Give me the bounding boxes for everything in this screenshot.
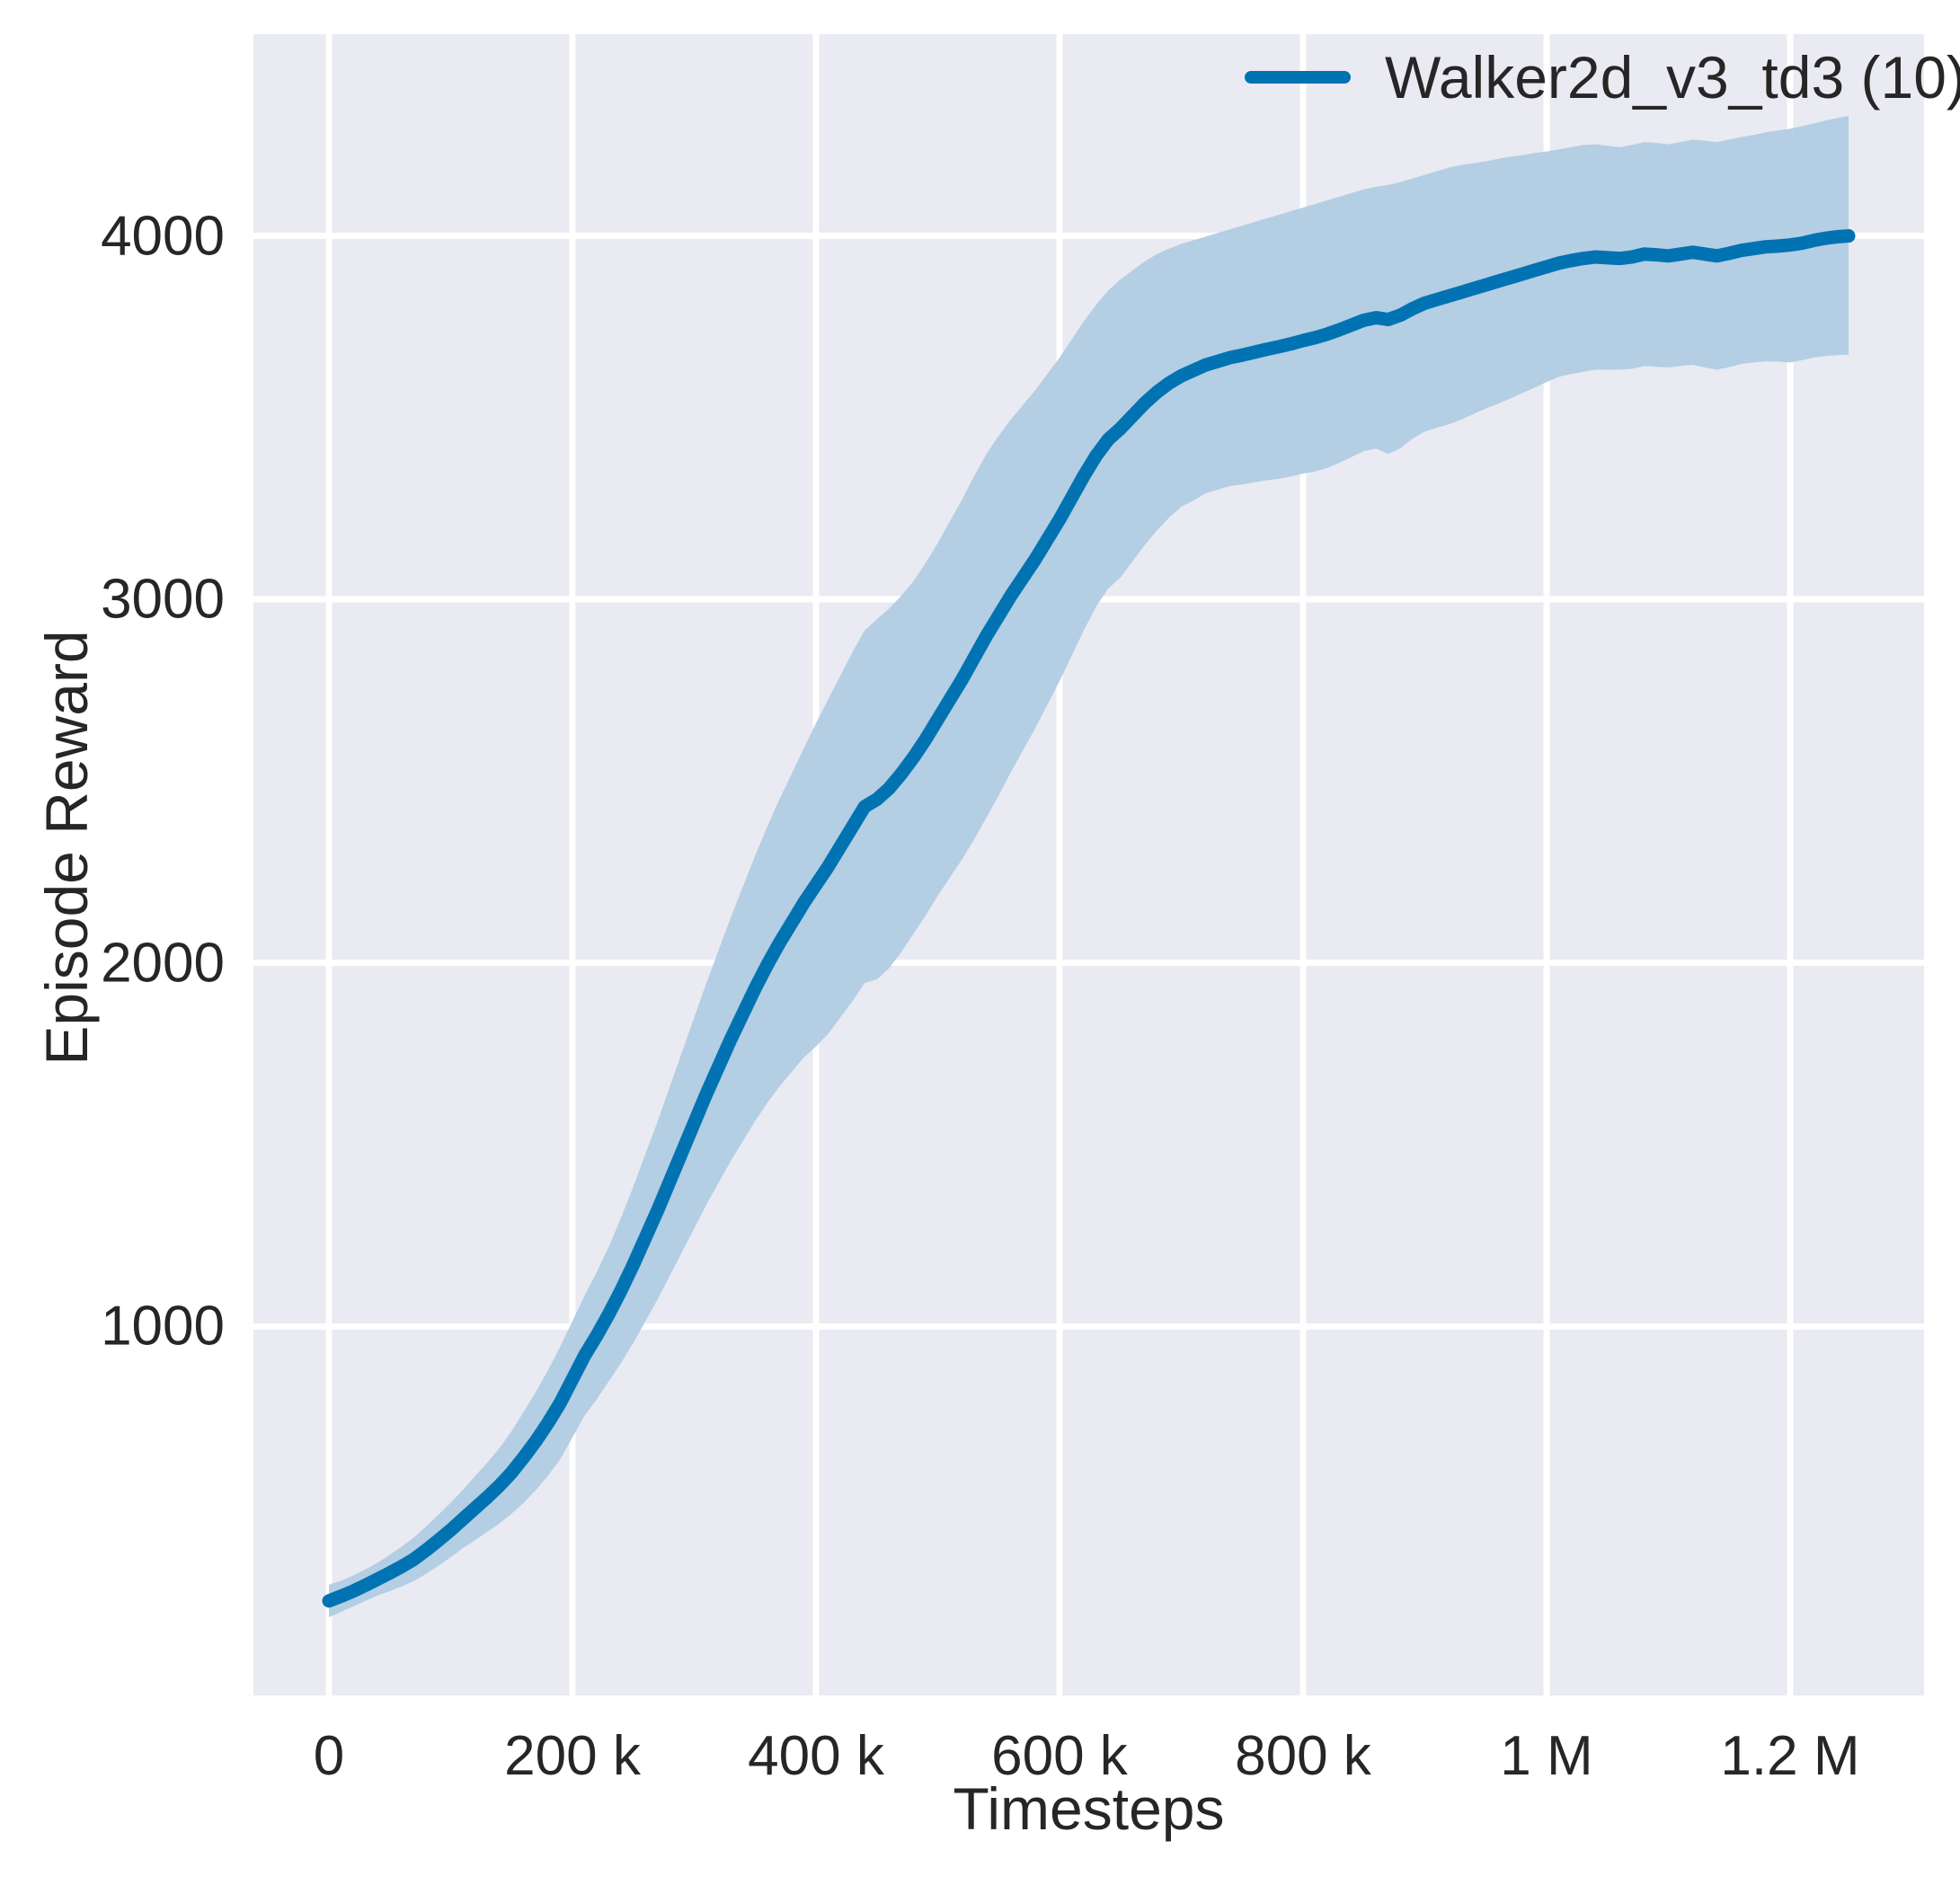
x-tick-4: 800 k	[1235, 1725, 1371, 1787]
y-tick-1000: 1000	[101, 1295, 225, 1358]
chart-legend: Walker2d_v3_td3 (10)	[1245, 43, 1960, 111]
x-tick-3: 600 k	[991, 1725, 1128, 1787]
legend-line-swatch	[1245, 71, 1351, 84]
legend-label: Walker2d_v3_td3 (10)	[1385, 44, 1960, 111]
x-tick-6: 1.2 M	[1720, 1725, 1860, 1787]
mean-line	[322, 229, 1856, 1608]
x-tick-0: 0	[313, 1725, 345, 1787]
x-tick-1: 200 k	[504, 1725, 641, 1787]
y-tick-4000: 4000	[101, 205, 225, 268]
y-tick-2000: 2000	[101, 932, 225, 995]
confidence-band	[329, 116, 1849, 1618]
x-tick-5: 1 M	[1500, 1725, 1593, 1787]
x-axis-label: Timesteps	[953, 1775, 1225, 1842]
y-axis-label: Episode Reward	[33, 630, 100, 1066]
y-tick-3000: 3000	[101, 568, 225, 631]
x-tick-2: 400 k	[748, 1725, 884, 1787]
